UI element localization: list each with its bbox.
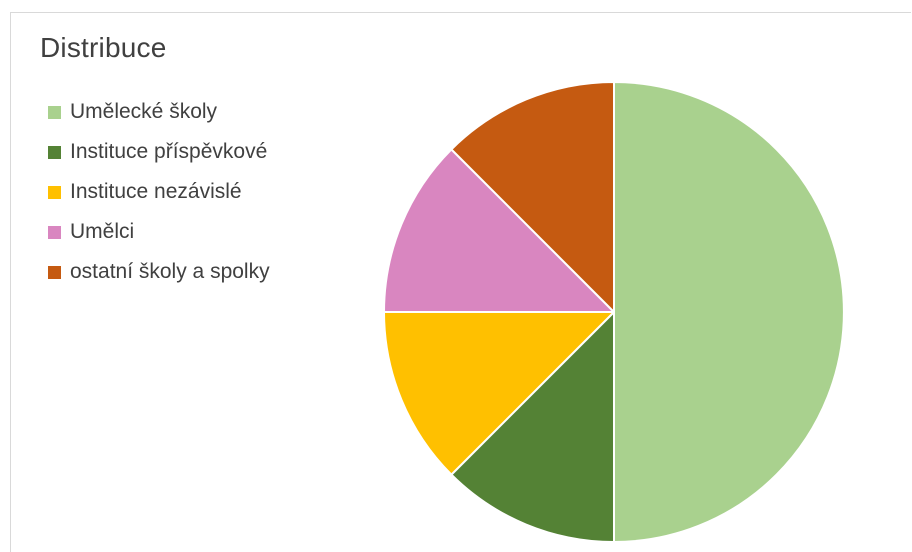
chart-title: Distribuce	[40, 32, 167, 63]
pie-slice	[450, 311, 615, 543]
legend-swatch	[48, 105, 61, 119]
legend-swatch	[48, 185, 61, 199]
legend-label: Instituce příspěvkové	[70, 140, 268, 163]
legend-item: ostatní školy a spolky	[48, 252, 270, 292]
pie-slice	[383, 311, 615, 476]
legend-label: Umělci	[70, 220, 135, 243]
legend-item: Umělci	[48, 212, 270, 252]
chart-legend: Umělecké školy Instituce příspěvkové Insti…	[48, 92, 270, 292]
pie-slice	[613, 81, 845, 543]
legend-label: ostatní školy a spolky	[70, 260, 270, 283]
legend-swatch	[48, 225, 61, 239]
legend-item: Instituce příspěvkové	[48, 132, 270, 172]
legend-item: Umělecké školy	[48, 92, 270, 132]
pie-slice	[450, 81, 615, 313]
legend-swatch	[48, 145, 61, 159]
pie-slice	[383, 148, 615, 313]
legend-label: Instituce nezávislé	[70, 180, 242, 203]
legend-label: Umělecké školy	[70, 100, 218, 123]
legend-item: Instituce nezávislé	[48, 172, 270, 212]
legend-swatch	[48, 265, 61, 279]
